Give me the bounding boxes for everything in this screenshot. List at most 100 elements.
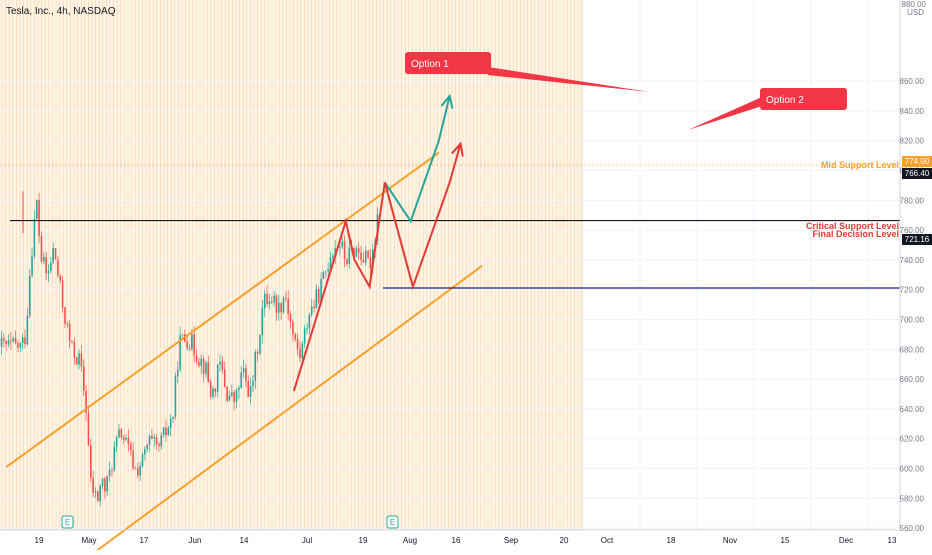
candle [45, 252, 47, 281]
candle [364, 245, 367, 267]
candle [85, 385, 87, 422]
price-tick-label: 600.00 [900, 465, 925, 474]
candle [209, 378, 212, 400]
candle [200, 354, 203, 375]
candle [82, 359, 85, 396]
candle [21, 333, 24, 350]
time-tick-label: 20 [560, 536, 569, 545]
candle [357, 241, 360, 260]
candle [287, 289, 289, 321]
option2-label: Option 2 [766, 95, 804, 106]
candle [285, 291, 287, 302]
candle [10, 331, 12, 351]
drawings[interactable] [5, 67, 900, 552]
time-tick-label: 13 [888, 536, 897, 545]
candle [0, 330, 3, 355]
candle [268, 294, 271, 310]
price-tick-label: 620.00 [900, 435, 925, 444]
candle [120, 427, 123, 440]
option1-callout[interactable]: Option 1 [405, 52, 491, 74]
option1-path [383, 95, 451, 224]
candle [254, 349, 257, 389]
candle [172, 416, 174, 424]
candle [132, 441, 134, 471]
candle [202, 356, 205, 382]
candle [17, 340, 19, 352]
candle [19, 342, 22, 353]
symbol-title: Tesla, Inc., 4h, NASDAQ [6, 6, 116, 17]
time-tick-label: 18 [667, 536, 676, 545]
candle [193, 326, 195, 363]
earnings-marker-1[interactable]: E [61, 515, 74, 529]
candle [31, 247, 33, 278]
candle [289, 310, 292, 329]
price-axis-top-partial: 880.00 [902, 0, 927, 9]
candle [231, 384, 233, 398]
candle [68, 319, 71, 349]
candle [176, 361, 179, 384]
candle [3, 333, 5, 348]
candle [278, 294, 280, 321]
candle [66, 321, 69, 328]
option2-callout[interactable]: Option 2 [760, 88, 847, 110]
candle [263, 289, 266, 317]
time-tick-label: Sep [504, 536, 519, 545]
candle [240, 366, 242, 389]
candle [160, 432, 163, 450]
candle [219, 354, 221, 372]
candle [40, 231, 43, 263]
candle [169, 414, 172, 437]
time-tick-label: 14 [240, 536, 249, 545]
candle [111, 467, 113, 477]
option1-arrowhead [440, 93, 454, 109]
candle [325, 270, 327, 278]
candle [294, 332, 297, 343]
candle [296, 333, 299, 356]
price-badge-current: 774.00 [902, 156, 932, 167]
candle [12, 336, 15, 343]
candle [367, 249, 369, 260]
candle [59, 274, 62, 284]
option2-pointer [688, 97, 762, 130]
candle [303, 325, 306, 348]
candle [195, 349, 198, 365]
svg-text:E: E [390, 518, 395, 527]
candle [28, 269, 31, 319]
time-tick-label: 15 [781, 536, 790, 545]
price-tick-label: 860.00 [900, 77, 925, 86]
candle [33, 210, 36, 260]
time-tick-label: Dec [839, 536, 853, 545]
candle [369, 248, 372, 276]
candle [146, 443, 148, 453]
candle [348, 238, 351, 269]
candle [80, 345, 83, 372]
candle [64, 306, 66, 329]
candle [249, 377, 252, 405]
option2-arrowhead [451, 141, 464, 157]
candle [99, 484, 101, 507]
candle [188, 344, 191, 351]
candle [343, 235, 346, 268]
time-tick-label: Nov [723, 536, 737, 545]
time-tick-label: Aug [403, 536, 417, 545]
candle [261, 299, 264, 344]
candle [355, 245, 358, 258]
candle [322, 270, 325, 280]
time-tick-label: 17 [140, 536, 149, 545]
candle [181, 333, 184, 338]
earnings-marker-2[interactable]: E [386, 515, 399, 529]
svg-text:766.40: 766.40 [905, 169, 930, 178]
price-tick-label: 840.00 [900, 107, 925, 116]
candle [329, 251, 332, 270]
candle [315, 284, 318, 309]
candle [144, 446, 146, 461]
mid-support-label: Mid Support Level [821, 160, 899, 170]
candle [346, 258, 348, 266]
candle [292, 319, 294, 342]
price-badge-support: 721.16 [902, 234, 932, 245]
candle [139, 462, 141, 482]
candle [205, 360, 207, 379]
candle [54, 247, 57, 260]
